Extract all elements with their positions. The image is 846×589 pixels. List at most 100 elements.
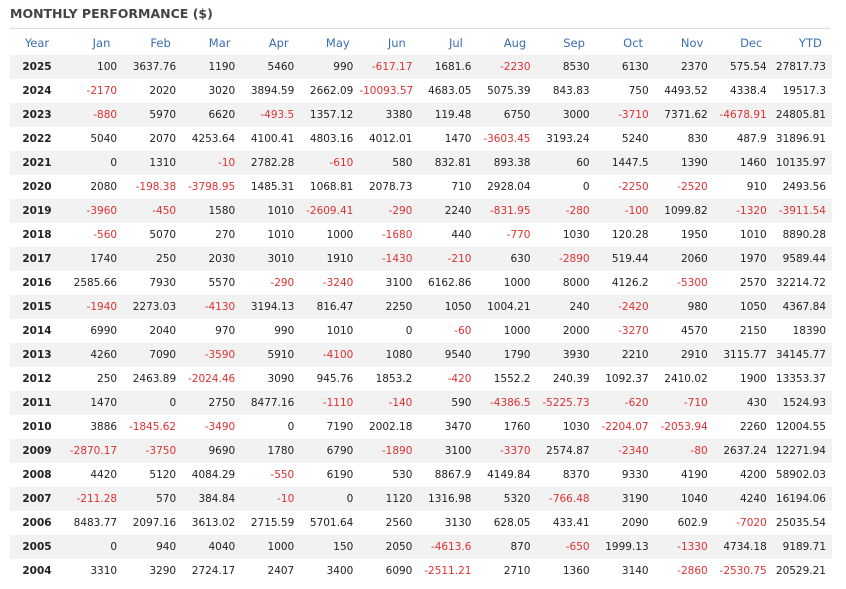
value-cell: 2060 [654, 247, 714, 271]
value-cell: 1999.13 [595, 535, 655, 559]
column-header: Mar [208, 36, 231, 50]
value-cell: 990 [300, 55, 360, 79]
value-cell: -3270 [618, 325, 649, 337]
value-cell: 1010 [326, 325, 354, 337]
value-cell: 3115.77 [713, 343, 773, 367]
value-cell: -2250 [618, 181, 649, 193]
value-cell: 0 [405, 325, 413, 337]
value-cell: 1010 [740, 229, 767, 241]
table-row: 2020 2080 -198.38 -3798.95 1485.31 1068.81 207… [10, 175, 832, 199]
value-cell: 13353.37 [775, 373, 826, 385]
year-cell: 2011 [10, 391, 64, 415]
year-cell: 2018 [22, 229, 52, 241]
value-cell: 519.44 [595, 247, 655, 271]
value-cell: 1316.98 [418, 487, 478, 511]
value-cell: 3190 [595, 487, 655, 511]
value-cell: -5300 [677, 277, 708, 289]
column-header: Jun [387, 36, 406, 50]
column-header: Oct [623, 36, 644, 50]
value-cell: 2750 [182, 391, 242, 415]
value-cell: 843.83 [552, 85, 590, 97]
value-cell: 3290 [149, 565, 177, 577]
value-cell: 2710 [503, 565, 531, 577]
value-cell: 2370 [654, 55, 714, 79]
value-cell: 990 [274, 325, 295, 337]
value-cell: 9589.44 [772, 247, 832, 271]
value-cell: 58902.03 [775, 469, 826, 481]
year-cell: 2019 [10, 199, 64, 223]
value-cell: 2210 [595, 343, 655, 367]
table-row: 2016 2585.66 7930 5570 -290 -3240 3100 6162.86 1… [10, 271, 832, 295]
value-cell: 2250 [359, 295, 419, 319]
value-cell: 2928.04 [487, 181, 531, 193]
value-cell: 2070 [149, 133, 177, 145]
value-cell: -3370 [477, 439, 537, 463]
value-cell: -493.5 [241, 103, 301, 127]
value-cell: 3193.24 [546, 133, 590, 145]
value-cell: -610 [300, 151, 360, 175]
value-cell: -770 [506, 229, 531, 241]
value-cell: -2609.41 [300, 199, 360, 223]
value-cell: -3750 [123, 439, 183, 463]
value-cell: 1000 [241, 535, 301, 559]
value-cell: 8867.9 [434, 469, 472, 481]
value-cell: 4493.52 [664, 85, 708, 97]
value-cell: 3020 [208, 85, 236, 97]
value-cell: -60 [454, 325, 472, 337]
value-cell: 2097.16 [132, 517, 177, 529]
value-cell: 5701.64 [309, 517, 354, 529]
value-cell: -140 [359, 391, 419, 415]
value-cell: 240.39 [552, 373, 590, 385]
value-cell: 5075.39 [487, 85, 531, 97]
value-cell: 1050 [713, 295, 773, 319]
value-cell: 0 [300, 487, 360, 511]
value-cell: 2574.87 [536, 439, 596, 463]
value-cell: 2570 [740, 277, 767, 289]
value-cell: 1040 [654, 487, 714, 511]
value-cell: 1000 [503, 277, 531, 289]
value-cell: 6990 [90, 325, 118, 337]
value-cell: 6620 [182, 103, 242, 127]
value-cell: 570 [123, 487, 183, 511]
value-cell: 2273.03 [123, 295, 183, 319]
value-cell: 3140 [621, 565, 649, 577]
year-cell: 2005 [10, 535, 64, 559]
value-cell: -210 [418, 247, 478, 271]
column-header: Sep [563, 36, 585, 50]
column-header: Jul [448, 36, 463, 50]
column-header: Feb [150, 36, 171, 50]
value-cell: -10 [182, 151, 242, 175]
value-cell: 628.05 [493, 517, 531, 529]
value-cell: 12004.55 [775, 421, 826, 433]
value-cell: 1030 [562, 229, 590, 241]
value-cell: -2204.07 [601, 421, 649, 433]
table-row: 2010 3886 -1845.62 -3490 0 7190 2002.18 3470 176… [10, 415, 832, 439]
value-cell: 2002.18 [368, 421, 413, 433]
table-row: 2024 -2170 2020 3020 3894.59 2662.09 -10093.57… [10, 79, 832, 103]
value-cell: 0 [582, 181, 590, 193]
table-row: 2019 -3960 -450 1580 1010 -2609.41 -290 2240 -83… [10, 199, 832, 223]
value-cell: 3400 [326, 565, 354, 577]
divider [10, 28, 830, 29]
value-cell: -831.95 [477, 199, 537, 223]
value-cell: 816.47 [300, 295, 360, 319]
value-cell: 945.76 [316, 373, 354, 385]
value-cell: 1524.93 [772, 391, 832, 415]
value-cell: 9330 [621, 469, 649, 481]
value-cell: 24805.81 [772, 103, 832, 127]
year-cell: 2022 [22, 133, 52, 145]
year-cell: 2020 [22, 181, 52, 193]
value-cell: 2260 [740, 421, 767, 433]
value-cell: 4253.64 [191, 133, 236, 145]
value-cell: 150 [300, 535, 360, 559]
value-cell: 2410.02 [664, 373, 708, 385]
value-cell: 1000 [326, 229, 354, 241]
value-cell: 1360 [562, 565, 590, 577]
value-cell: 10135.97 [772, 151, 832, 175]
value-cell: -880 [64, 103, 124, 127]
value-cell: 5970 [123, 103, 183, 127]
value-cell: -290 [359, 199, 419, 223]
year-cell: 2006 [22, 517, 52, 529]
value-cell: 3894.59 [250, 85, 295, 97]
value-cell: 1068.81 [309, 181, 354, 193]
